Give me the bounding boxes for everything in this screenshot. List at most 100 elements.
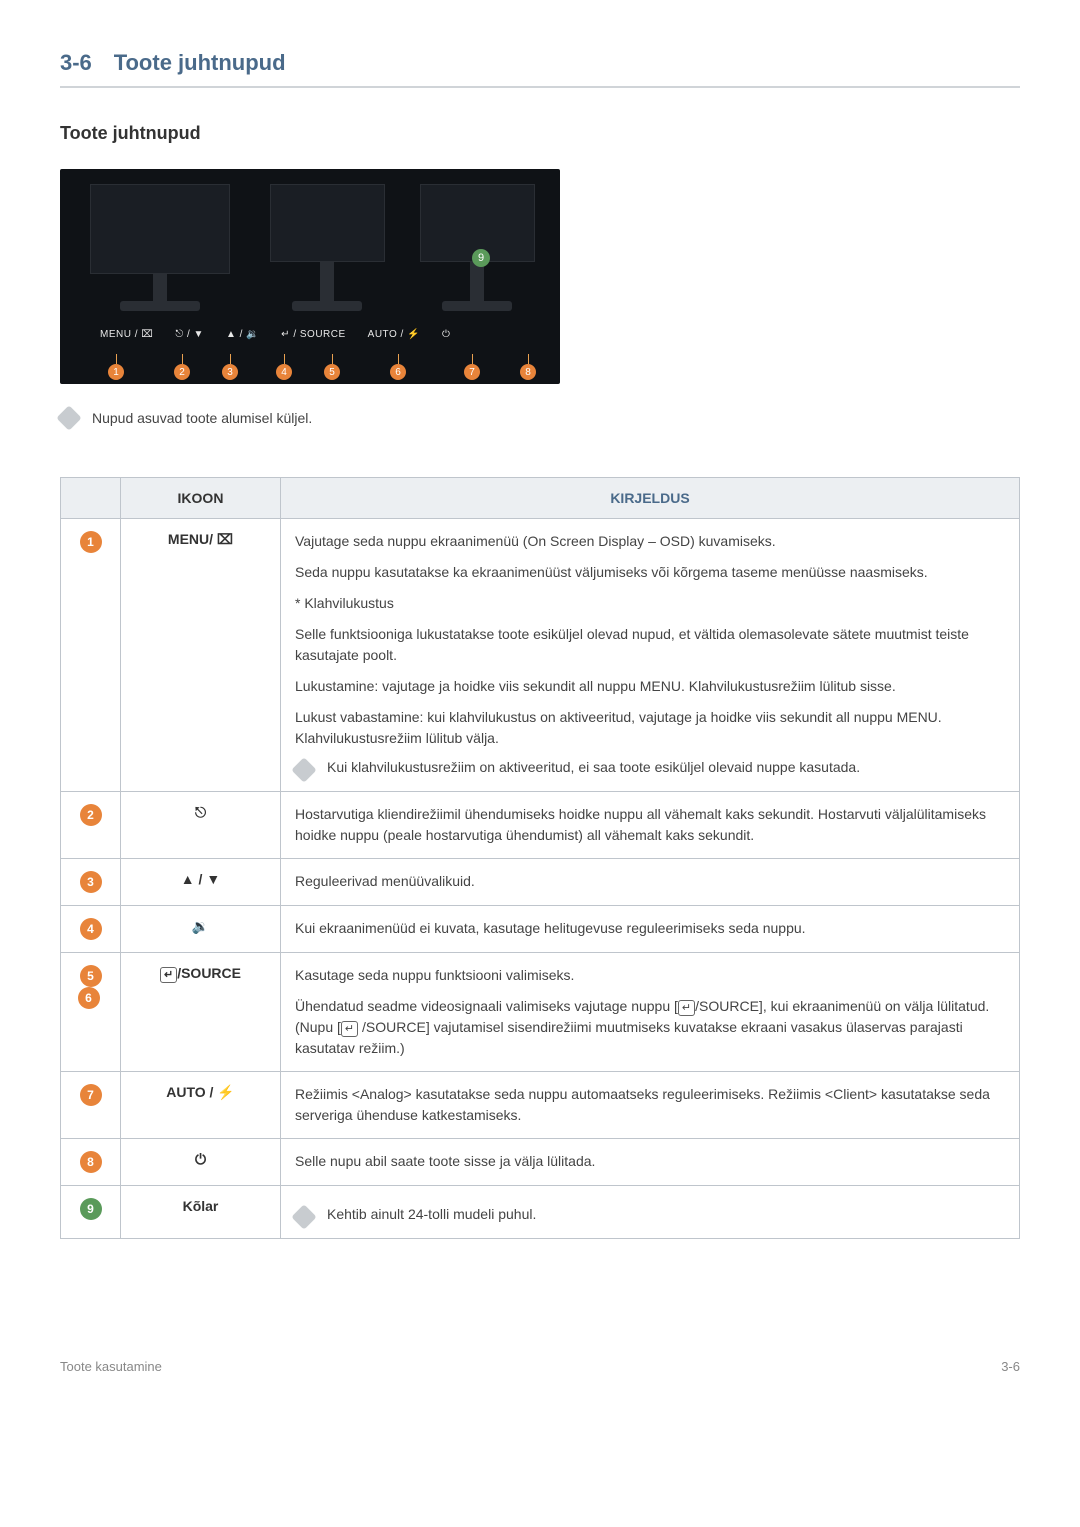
row-number-badge: 9 xyxy=(80,1198,102,1220)
button-label: ↵ / SOURCE xyxy=(281,329,346,340)
button-label: AUTO / ⚡ xyxy=(368,329,420,340)
row-number-cell: 3 xyxy=(61,859,121,906)
row-number-badge: 5 xyxy=(80,965,102,987)
description-paragraph: Kui ekraanimenüüd ei kuvata, kasutage he… xyxy=(295,918,1005,939)
section-number: 3-6 xyxy=(60,50,92,75)
description-paragraph: Seda nuppu kasutatakse ka ekraanimenüüst… xyxy=(295,562,1005,583)
row-description-cell: Kehtib ainult 24-tolli mudeli puhul. xyxy=(281,1186,1020,1239)
inline-note: Kui klahvilukustusrežiim on aktiveeritud… xyxy=(295,759,1005,779)
row-number-badge: 4 xyxy=(80,918,102,940)
row-number-cell: 2 xyxy=(61,792,121,859)
description-paragraph: Lukustamine: vajutage ja hoidke viis sek… xyxy=(295,676,1005,697)
button-label: ⎋ / ▼ xyxy=(175,329,204,340)
callout-badge: 3 xyxy=(222,364,238,380)
row-number-badge: 7 xyxy=(80,1084,102,1106)
product-image: 9 MENU / ⌧⎋ / ▼▲ / 🔉↵ / SOURCEAUTO / ⚡⏻ … xyxy=(60,169,560,384)
callout-badge: 6 xyxy=(390,364,406,380)
table-row: 2 ⎋ Hostarvutiga kliendirežiimil ühendumis… xyxy=(61,792,1020,859)
note-text: Kehtib ainult 24-tolli mudeli puhul. xyxy=(327,1206,536,1222)
note-icon xyxy=(291,1204,316,1229)
row-number-badge: 3 xyxy=(80,871,102,893)
row-description-cell: Selle nupu abil saate toote sisse ja väl… xyxy=(281,1139,1020,1186)
row-number-cell: 56 xyxy=(61,953,121,1072)
row-icon-cell: Kõlar xyxy=(121,1186,281,1239)
row-icon-cell: MENU/ ⌧ xyxy=(121,519,281,792)
description-paragraph: Vajutage seda nuppu ekraanimenüü (On Scr… xyxy=(295,531,1005,552)
footer-right: 3-6 xyxy=(1001,1359,1020,1374)
table-head-desc: KIRJELDUS xyxy=(281,478,1020,519)
note-text: Nupud asuvad toote alumisel küljel. xyxy=(92,410,312,426)
row-number-cell: 7 xyxy=(61,1072,121,1139)
row-icon-cell: ▲ / ▼ xyxy=(121,859,281,906)
controls-table: IKOON KIRJELDUS 1 MENU/ ⌧ Vajutage seda nu… xyxy=(60,477,1020,1239)
note-icon xyxy=(291,757,316,782)
callout-marker: 6 xyxy=(390,354,406,380)
callout-badge-9: 9 xyxy=(472,249,490,267)
row-description-cell: Vajutage seda nuppu ekraanimenüü (On Scr… xyxy=(281,519,1020,792)
row-number-badge: 8 xyxy=(80,1151,102,1173)
table-row: 9 Kõlar Kehtib ainult 24-tolli mudeli puhu… xyxy=(61,1186,1020,1239)
row-number-badge: 6 xyxy=(78,987,100,1009)
table-head-icon: IKOON xyxy=(121,478,281,519)
callout-badge: 8 xyxy=(520,364,536,380)
callout-badge: 2 xyxy=(174,364,190,380)
callout-marker: 7 xyxy=(464,354,480,380)
callout-marker: 1 xyxy=(108,354,124,380)
button-label: ⏻ xyxy=(442,329,450,340)
enter-icon: ↵ xyxy=(341,1021,358,1037)
note-below-image: Nupud asuvad toote alumisel küljel. xyxy=(60,409,1020,427)
callout-marker: 8 xyxy=(520,354,536,380)
row-number-cell: 9 xyxy=(61,1186,121,1239)
description-paragraph: Kasutage seda nuppu funktsiooni valimise… xyxy=(295,965,1005,986)
table-row: 1 MENU/ ⌧ Vajutage seda nuppu ekraanimenüü… xyxy=(61,519,1020,792)
row-number-cell: 4 xyxy=(61,906,121,953)
table-row: 56↵/SOURCEKasutage seda nuppu funktsioon… xyxy=(61,953,1020,1072)
table-row: 8 ⏻ Selle nupu abil saate toote sisse ja v… xyxy=(61,1139,1020,1186)
button-label: ▲ / 🔉 xyxy=(226,329,259,340)
button-label: MENU / ⌧ xyxy=(100,329,153,340)
row-number-cell: 8 xyxy=(61,1139,121,1186)
page-footer: Toote kasutamine 3-6 xyxy=(60,1359,1020,1374)
description-paragraph: Lukust vabastamine: kui klahvilukustus o… xyxy=(295,707,1005,749)
row-description-cell: Režiimis <Analog> kasutatakse seda nuppu… xyxy=(281,1072,1020,1139)
callout-badge: 1 xyxy=(108,364,124,380)
enter-icon: ↵ xyxy=(160,967,177,983)
table-head-blank xyxy=(61,478,121,519)
button-markers-row: 1 2 3 4 5 6 7 8 xyxy=(60,354,560,380)
row-icon-cell: 🔉 xyxy=(121,906,281,953)
enter-icon: ↵ xyxy=(678,1000,695,1016)
note-text: Kui klahvilukustusrežiim on aktiveeritud… xyxy=(327,759,860,775)
icon-label-text: /SOURCE xyxy=(177,965,241,981)
row-number-badge: 2 xyxy=(80,804,102,826)
row-description-cell: Hostarvutiga kliendirežiimil ühendumisek… xyxy=(281,792,1020,859)
subsection-title: Toote juhtnupud xyxy=(60,123,1020,144)
section-title: Toote juhtnupud xyxy=(114,50,286,75)
section-header: 3-6 Toote juhtnupud xyxy=(60,50,1020,88)
callout-marker: 3 xyxy=(222,354,238,380)
description-paragraph: Ühendatud seadme videosignaali valimisek… xyxy=(295,996,1005,1059)
description-paragraph: Režiimis <Analog> kasutatakse seda nuppu… xyxy=(295,1084,1005,1126)
table-row: 3 ▲ / ▼ Reguleerivad menüüvalikuid. xyxy=(61,859,1020,906)
description-paragraph: * Klahvilukustus xyxy=(295,593,1005,614)
description-paragraph: Selle nupu abil saate toote sisse ja väl… xyxy=(295,1151,1005,1172)
callout-marker: 5 xyxy=(324,354,340,380)
description-paragraph: Reguleerivad menüüvalikuid. xyxy=(295,871,1005,892)
row-icon-cell: AUTO / ⚡ xyxy=(121,1072,281,1139)
table-row: 7 AUTO / ⚡ Režiimis <Analog> kasutatakse s… xyxy=(61,1072,1020,1139)
row-number-cell: 1 xyxy=(61,519,121,792)
footer-left: Toote kasutamine xyxy=(60,1359,162,1374)
note-icon xyxy=(56,405,81,430)
row-description-cell: Kui ekraanimenüüd ei kuvata, kasutage he… xyxy=(281,906,1020,953)
row-icon-cell: ⎋ xyxy=(121,792,281,859)
table-row: 4 🔉 Kui ekraanimenüüd ei kuvata, kasutage … xyxy=(61,906,1020,953)
description-paragraph: Hostarvutiga kliendirežiimil ühendumisek… xyxy=(295,804,1005,846)
callout-marker: 2 xyxy=(174,354,190,380)
callout-badge: 4 xyxy=(276,364,292,380)
row-number-badge: 1 xyxy=(80,531,102,553)
callout-badge: 7 xyxy=(464,364,480,380)
callout-marker: 4 xyxy=(276,354,292,380)
row-description-cell: Reguleerivad menüüvalikuid. xyxy=(281,859,1020,906)
inline-note: Kehtib ainult 24-tolli mudeli puhul. xyxy=(295,1206,1005,1226)
row-icon-cell: ⏻ xyxy=(121,1139,281,1186)
button-labels-row: MENU / ⌧ ⎋ / ▼ ▲ / 🔉 ↵ / SOURCE AUTO / ⚡ ⏻ xyxy=(60,329,560,340)
